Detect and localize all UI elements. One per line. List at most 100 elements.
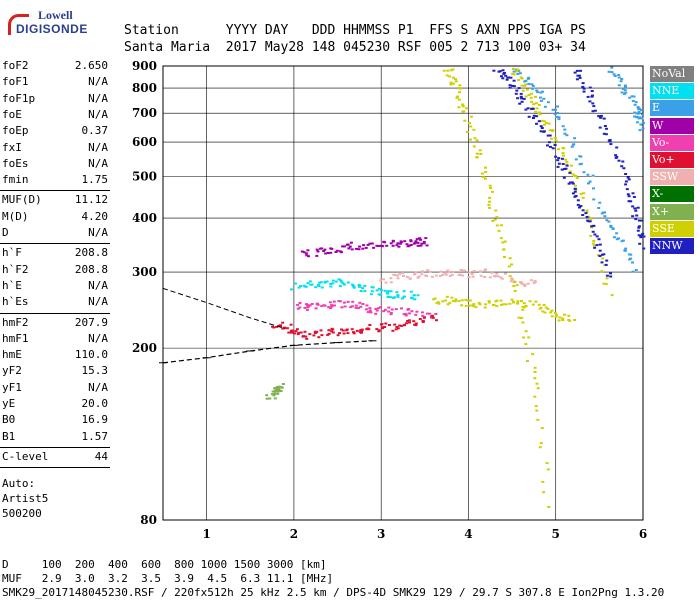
echo-point-nnw [588, 100, 592, 103]
echo-point-sse [494, 209, 498, 212]
echo-point-sse [538, 113, 542, 116]
echo-point-e [617, 76, 621, 79]
param-row: M(D) 4.20 [2, 209, 108, 225]
echo-point-sse [489, 187, 492, 189]
x-tick-label: 5 [552, 527, 560, 541]
echo-point-ssw [529, 279, 533, 282]
echo-point-nnw [504, 74, 508, 77]
echo-point-vo [388, 324, 391, 326]
echo-point-x [265, 394, 269, 397]
echo-point-nnw [621, 160, 625, 163]
echo-point-sse [491, 190, 494, 193]
echo-point-w [422, 242, 426, 245]
x-tick-label: 1 [202, 527, 210, 541]
echo-point-nnw [593, 246, 597, 249]
echo-point-vo [355, 329, 359, 332]
echo-point-vo [393, 323, 397, 326]
echo-point-e [573, 137, 577, 140]
echo-point-ssw [439, 270, 443, 273]
param-value: 1.57 [81, 429, 109, 443]
echo-point-nnw [622, 167, 626, 170]
echo-point-sse [532, 103, 536, 106]
echo-point-nnw [526, 107, 530, 110]
echo-point-ssw [461, 269, 465, 272]
echo-point-vo [307, 305, 311, 308]
echo-point-vo [283, 326, 286, 329]
param-row: yF2 15.3 [2, 363, 108, 379]
echo-point-ssw [379, 279, 383, 282]
echo-point-vo [319, 329, 323, 332]
auto-label: Auto: [2, 477, 36, 491]
echo-point-x [270, 393, 274, 396]
echo-point-ssw [389, 277, 393, 280]
echo-point-vo [376, 307, 380, 310]
echo-point-e [628, 96, 632, 99]
echo-point-sse [538, 446, 542, 449]
echo-point-e [632, 95, 636, 98]
echo-point-nnw [575, 78, 579, 81]
echo-point-sse [539, 306, 543, 309]
echo-point-vo [330, 327, 334, 330]
echo-point-nnw [546, 134, 550, 137]
echo-point-nnw [615, 156, 619, 158]
echo-point-w [370, 242, 374, 245]
echo-point-nnw [598, 126, 602, 129]
echo-point-nnw [637, 225, 641, 228]
echo-point-sse [533, 395, 537, 398]
echo-point-sse [534, 110, 538, 113]
echo-point-vo [330, 304, 334, 307]
echo-point-sse [488, 206, 491, 209]
echo-point-sse [536, 418, 540, 421]
echo-point-vo [281, 321, 285, 324]
echo-point-w [357, 248, 361, 251]
echo-point-e [637, 108, 641, 111]
echo-point-sse [610, 294, 614, 297]
y-tick-label: 700 [132, 106, 157, 120]
echo-point-nnw [617, 159, 621, 162]
echo-point-nne [318, 281, 322, 284]
echo-point-e [640, 113, 644, 116]
echo-point-ssw [496, 275, 500, 278]
echo-point-e [586, 173, 590, 176]
echo-point-nnw [590, 225, 594, 228]
echo-point-sse [536, 387, 540, 390]
param-value: 20.0 [81, 397, 109, 410]
echo-point-ssw [420, 273, 424, 276]
echo-point-sse [571, 173, 575, 176]
echo-point-sse [461, 105, 465, 108]
param-name: foF1p [2, 91, 36, 105]
param-row: yE 20.0 [2, 396, 108, 412]
echo-point-nne [357, 283, 361, 286]
echo-point-ssw [448, 274, 452, 277]
echo-point-w [346, 243, 350, 246]
echo-point-nnw [609, 143, 613, 146]
echo-point-sse [569, 164, 573, 167]
echo-point-nnw [636, 229, 640, 232]
echo-point-nnw [591, 230, 595, 233]
param-value: N/A [88, 91, 108, 105]
echo-point-e [624, 85, 627, 88]
echo-point-sse [534, 95, 537, 98]
echo-point-e [631, 270, 635, 273]
echo-point-sse [589, 218, 593, 220]
echo-point-nnw [537, 120, 541, 123]
echo-point-sse [531, 353, 535, 356]
echo-point-e [634, 269, 638, 271]
echo-point-ssw [393, 274, 397, 276]
echo-point-sse [535, 409, 539, 412]
echo-point-nnw [634, 218, 638, 221]
echo-point-vo [405, 322, 409, 325]
echo-point-w [395, 244, 399, 247]
echo-point-sse [521, 321, 525, 324]
echo-point-nnw [512, 79, 516, 82]
echo-point-sse [484, 303, 488, 306]
echo-point-nnw [591, 94, 594, 97]
echo-point-sse [469, 138, 472, 141]
echo-point-sse [454, 78, 457, 81]
echo-point-sse [448, 301, 452, 304]
echo-point-sse [475, 156, 479, 159]
echo-point-nne [375, 289, 379, 292]
echo-point-nnw [642, 235, 646, 238]
echo-point-nne [308, 280, 312, 283]
panel-separator [0, 243, 110, 245]
